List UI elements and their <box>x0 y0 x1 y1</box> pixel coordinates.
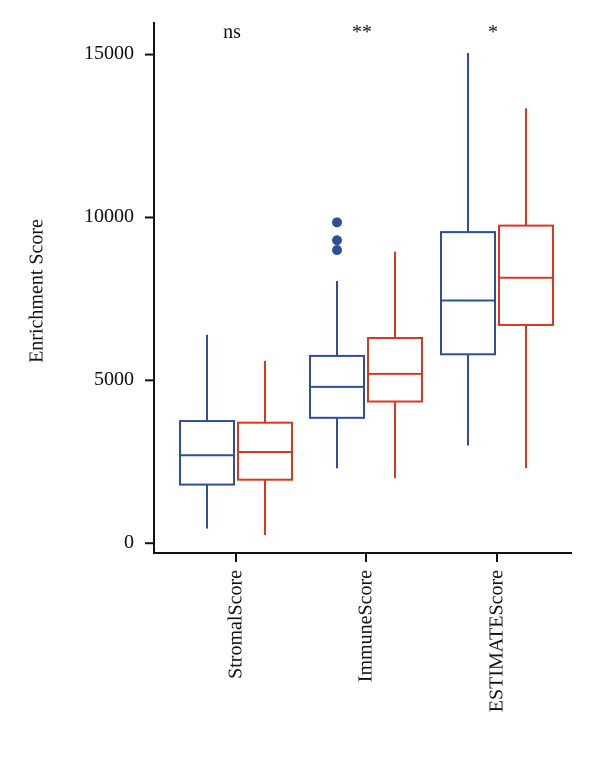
y-tick-label: 15000 <box>84 42 134 64</box>
iqr-box <box>440 231 496 356</box>
boxplot-group <box>179 334 235 529</box>
tick-layer: 0 5000 10000 15000 StromalScore ns ImmuneScore… <box>84 21 508 712</box>
x-category-label: ESTIMATEScore <box>486 570 508 712</box>
significance-label: ** <box>352 21 372 43</box>
boxplot-group <box>237 360 293 536</box>
significance-label: * <box>488 21 498 43</box>
iqr-box <box>498 224 554 326</box>
y-tick-label: 10000 <box>84 205 134 227</box>
boxplot-group <box>440 52 496 446</box>
y-axis-label: Enrichment Score <box>26 219 48 363</box>
boxplot-group <box>498 108 554 469</box>
box-layer <box>179 52 554 536</box>
y-tick-label: 0 <box>124 531 134 553</box>
outlier-point <box>332 235 342 246</box>
x-category-label: StromalScore <box>225 570 247 679</box>
outlier-point <box>332 245 342 256</box>
iqr-box <box>367 336 423 403</box>
significance-label: ns <box>223 21 241 43</box>
boxplot-group <box>309 217 365 469</box>
outlier-point <box>332 217 342 228</box>
x-category-label: ImmuneScore <box>355 570 377 682</box>
boxplot-group <box>367 251 423 479</box>
y-tick-label: 5000 <box>94 368 134 390</box>
iqr-box <box>179 420 235 486</box>
